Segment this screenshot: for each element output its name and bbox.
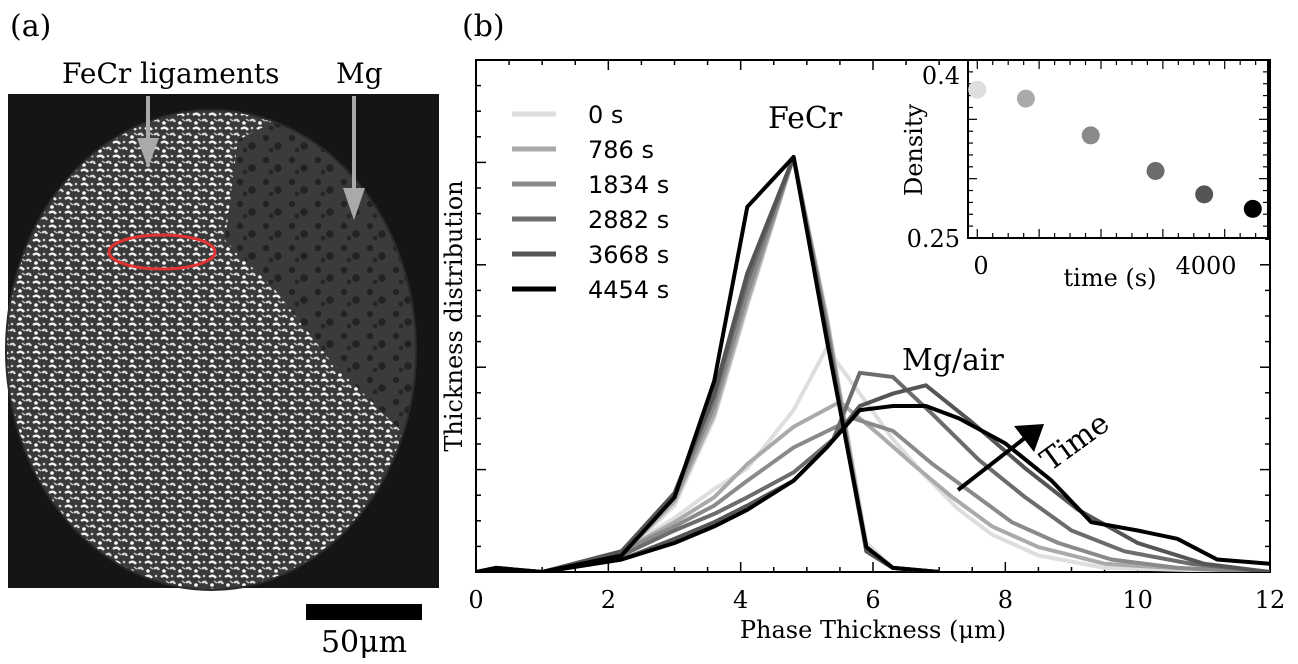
fecr-arrow — [137, 96, 159, 168]
legend-label: 2882 s — [588, 206, 669, 234]
inset-y-tick-top: 0.4 — [922, 62, 960, 90]
y-axis-label: Thickness distribution — [440, 180, 468, 451]
micrograph — [5, 94, 439, 591]
series-line-mg-air — [476, 383, 1270, 572]
legend-label: 0 s — [588, 101, 623, 129]
x-tick-label: 10 — [1122, 586, 1153, 614]
x-tick-label: 12 — [1255, 586, 1286, 614]
inset-y-tick-bottom: 0.25 — [907, 225, 960, 253]
inset: 0.4 0.25 0 4000 time (s) Density — [900, 59, 1269, 292]
mg-arrow — [343, 96, 365, 220]
distribution-curves — [476, 155, 1270, 572]
panel-b-label: (b) — [462, 9, 505, 44]
density-point — [1081, 126, 1100, 145]
x-axis-label: Phase Thickness (μm) — [740, 616, 1006, 644]
density-point — [968, 80, 987, 99]
time-arrow — [956, 424, 1044, 492]
scale-bar-label: 50μm — [321, 625, 407, 660]
density-point — [1243, 199, 1262, 218]
legend-label: 4454 s — [588, 276, 669, 304]
series-line-mg-air — [476, 404, 1270, 572]
series-line-fecr — [476, 155, 940, 572]
series-line-mg-air — [476, 345, 1270, 572]
series-line-mg-air — [476, 416, 1270, 572]
x-tick-label: 4 — [733, 586, 748, 614]
density-point — [1195, 185, 1214, 204]
legend-label: 786 s — [588, 136, 654, 164]
fecr-ligaments-label: FeCr ligaments — [62, 57, 279, 90]
inset-x-tick-right: 4000 — [1175, 252, 1236, 280]
x-tick-label: 6 — [865, 586, 880, 614]
mg-label: Mg — [336, 57, 383, 90]
x-tick-label: 8 — [998, 586, 1013, 614]
series-line-mg-air — [476, 370, 1270, 572]
density-point — [1016, 89, 1035, 108]
highlight-ellipse — [107, 233, 217, 271]
legend-label: 1834 s — [588, 171, 669, 199]
inset-ticks — [968, 59, 1268, 239]
annotation-mg-air: Mg/air — [902, 343, 1005, 378]
inset-x-label: time (s) — [1064, 264, 1157, 292]
inset-x-tick-left: 0 — [973, 252, 988, 280]
annotation-fecr: FeCr — [768, 101, 843, 136]
sample-boundary — [5, 109, 417, 591]
inset-points — [968, 80, 1262, 218]
x-tick-labels: 0 2 4 6 8 10 12 — [468, 586, 1285, 614]
scale-bar — [306, 604, 422, 620]
x-tick-label: 2 — [601, 586, 616, 614]
inset-y-label: Density — [900, 104, 928, 197]
annotation-time: Time — [1034, 406, 1116, 479]
x-tick-label: 0 — [468, 586, 483, 614]
legend: 0 s 786 s 1834 s 2882 s 3668 s 4454 s — [512, 101, 669, 304]
inset-frame — [967, 59, 1269, 239]
legend-label: 3668 s — [588, 241, 669, 269]
panel-a-label: (a) — [10, 9, 51, 44]
density-point — [1146, 161, 1165, 180]
